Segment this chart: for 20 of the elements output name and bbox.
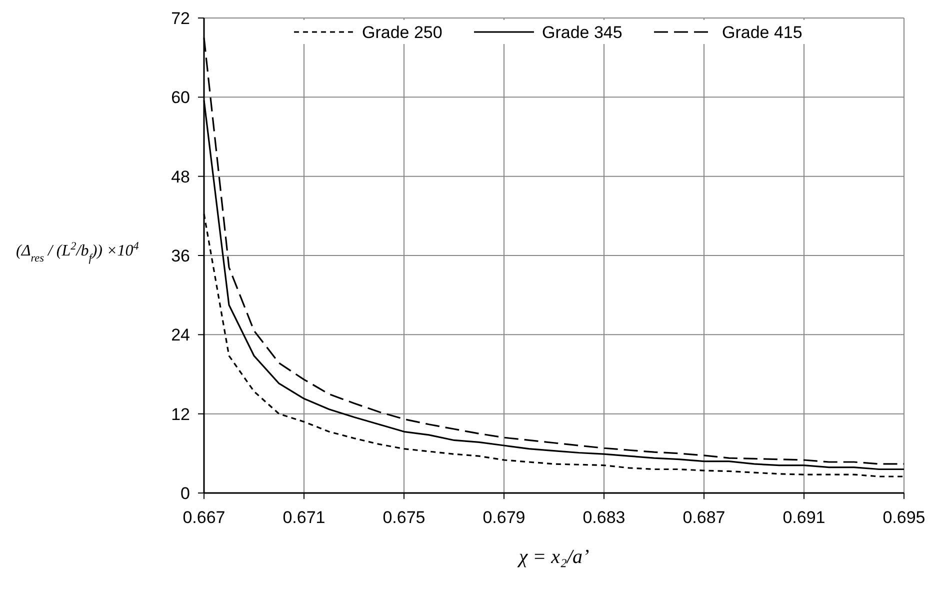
y-tick-label: 48 — [171, 167, 190, 186]
legend-label: Grade 345 — [542, 22, 622, 42]
y-axis-title: (Δ$_{res}$ / (L$^{2}$/b$_{f}$)) ×10$^{4}$ — [16, 240, 140, 264]
x-tick-label: 0.691 — [782, 508, 826, 527]
legend-label: Grade 415 — [722, 22, 802, 42]
x-tick-label: 0.695 — [882, 508, 926, 527]
y-tick-label: 0 — [180, 484, 190, 503]
x-axis-title: χ = x₂/a’ — [516, 546, 590, 568]
x-tick-label: 0.683 — [582, 508, 626, 527]
y-tick-label: 24 — [171, 326, 190, 345]
x-tick-label: 0.667 — [182, 508, 226, 527]
y-tick-label: 12 — [171, 404, 190, 424]
x-tick-label: 0.675 — [382, 508, 426, 527]
x-tick-label: 0.687 — [682, 508, 726, 527]
y-tick-label: 72 — [171, 8, 190, 28]
y-tick-label: 36 — [171, 246, 190, 266]
x-tick-label: 0.671 — [282, 508, 326, 527]
x-tick-label: 0.679 — [482, 508, 526, 527]
y-tick-label: 60 — [171, 88, 190, 108]
legend-label: Grade 250 — [362, 22, 442, 42]
